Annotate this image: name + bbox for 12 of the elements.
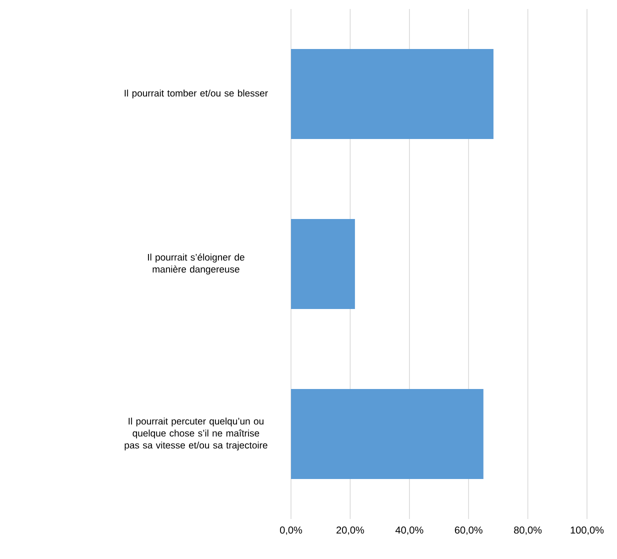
y-tick-label: Il pourrait percuter quelqu’un ou quelque chose s’il ne maîtrise pas sa vitesse et/ou sa trajectoire (124, 418, 268, 450)
x-tick-label: 80,0% (514, 526, 542, 535)
x-tick-label: 0,0% (280, 526, 302, 535)
bar (291, 389, 484, 480)
y-tick-label: Il pourrait tomber et/ou se blesser (124, 90, 268, 98)
y-tick-label: Il pourrait s’éloigner de manière dangereuse (148, 254, 244, 274)
x-tick-label: 40,0% (395, 526, 424, 535)
bar (291, 219, 355, 310)
x-tick-label: 100,0% (570, 526, 604, 535)
x-tick-label: 20,0% (336, 526, 364, 535)
x-tick-label: 60,0% (454, 526, 482, 535)
bar (291, 49, 494, 139)
